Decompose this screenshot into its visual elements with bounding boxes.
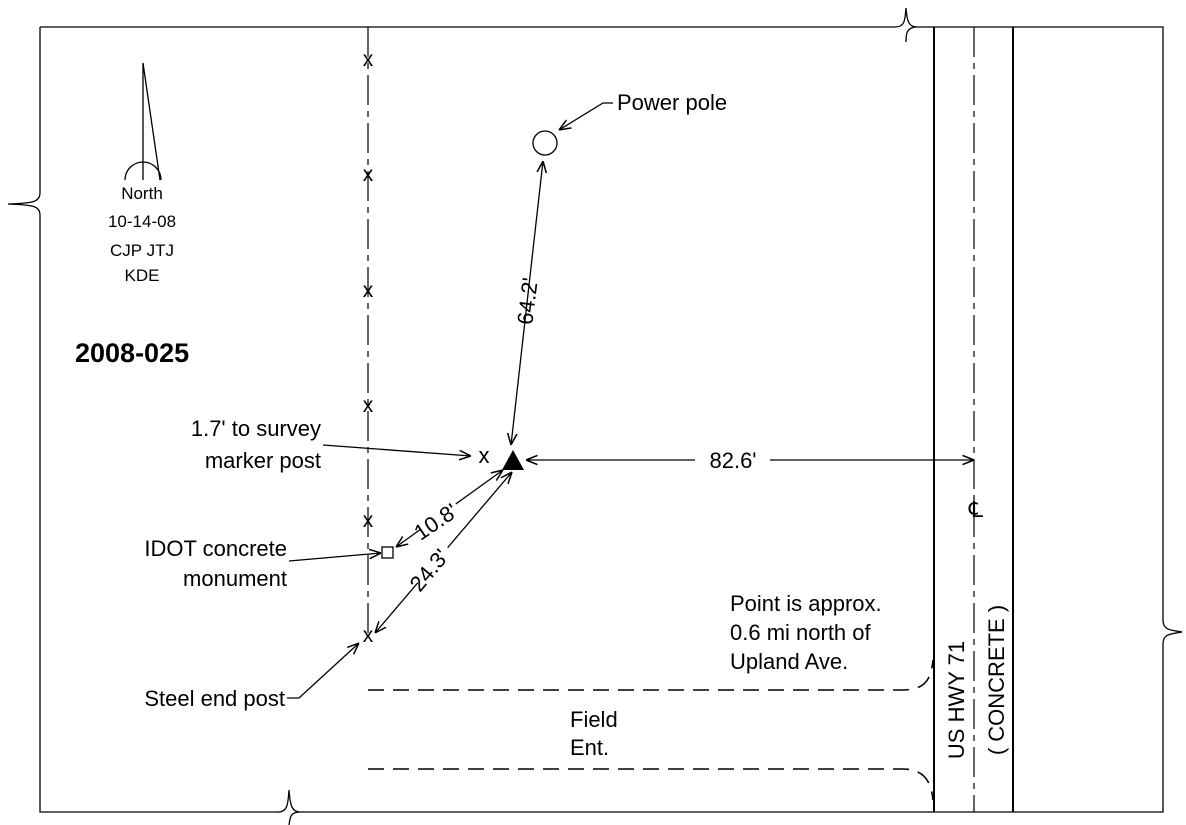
fence-mark-4: x <box>363 394 374 417</box>
break-symbol-right <box>1162 619 1183 645</box>
survey-marker-post-label-1: 1.7' to survey <box>191 416 321 441</box>
power-pole-icon <box>532 130 558 156</box>
steel-end-post-leader <box>287 643 359 699</box>
power-pole-leader <box>559 102 613 130</box>
fence-mark-2: x <box>363 163 374 186</box>
idot-monument-label-2: monument <box>183 566 287 591</box>
crew-initials-2: KDE <box>125 266 160 285</box>
highway-label: US HWY 71 <box>944 641 969 759</box>
fence-line: x x x x x x <box>363 27 374 647</box>
steel-end-post-label: Steel end post <box>144 686 285 711</box>
idot-monument-leader <box>288 553 381 562</box>
dimension-to-power-pole-label: 64.2' <box>512 276 543 326</box>
fence-mark-5: x <box>363 509 374 532</box>
sheet-border <box>7 7 1183 825</box>
station-id: 2008-025 <box>75 338 189 368</box>
break-symbol-top <box>894 7 918 43</box>
steel-end-post-mark: x <box>363 624 374 647</box>
break-symbol-bottom <box>277 789 301 825</box>
centerline-symbol: ℄ <box>968 497 984 522</box>
dimension-to-centerline-label: 82.6' <box>709 448 756 473</box>
field-entrance: Field Ent. <box>368 659 934 801</box>
location-note: Point is approx. 0.6 mi north of Upland … <box>730 591 882 674</box>
surface-label: ( CONCRETE ) <box>984 605 1009 755</box>
survey-marker-post-mark: x <box>479 443 490 468</box>
north-arrow: North 10-14-08 CJP JTJ KDE <box>108 62 176 285</box>
dimension-to-power-pole <box>511 161 543 445</box>
note-line-2: 0.6 mi north of <box>730 620 872 645</box>
note-line-1: Point is approx. <box>730 591 882 616</box>
crew-initials-1: CJP JTJ <box>110 241 174 260</box>
field-entrance-north-edge <box>368 659 934 691</box>
station-marker-icon <box>502 450 524 470</box>
note-line-3: Upland Ave. <box>730 649 848 674</box>
idot-monument-label-1: IDOT concrete <box>144 536 287 561</box>
break-symbol-left <box>7 192 41 216</box>
survey-date: 10-14-08 <box>108 212 176 231</box>
fence-mark-3: x <box>363 279 374 302</box>
idot-monument-icon <box>381 546 394 559</box>
field-entrance-label-2: Ent. <box>570 735 609 760</box>
north-label: North <box>121 184 163 203</box>
field-entrance-south-edge <box>368 768 934 801</box>
power-pole-label: Power pole <box>617 90 727 115</box>
field-entrance-label-1: Field <box>570 707 618 732</box>
highway: ℄ US HWY 71 ( CONCRETE ) <box>933 27 1014 812</box>
survey-marker-post-label-2: marker post <box>205 448 321 473</box>
fence-mark-1: x <box>363 48 374 71</box>
north-arrow-icon <box>124 62 162 181</box>
survey-marker-post-leader <box>322 444 471 456</box>
